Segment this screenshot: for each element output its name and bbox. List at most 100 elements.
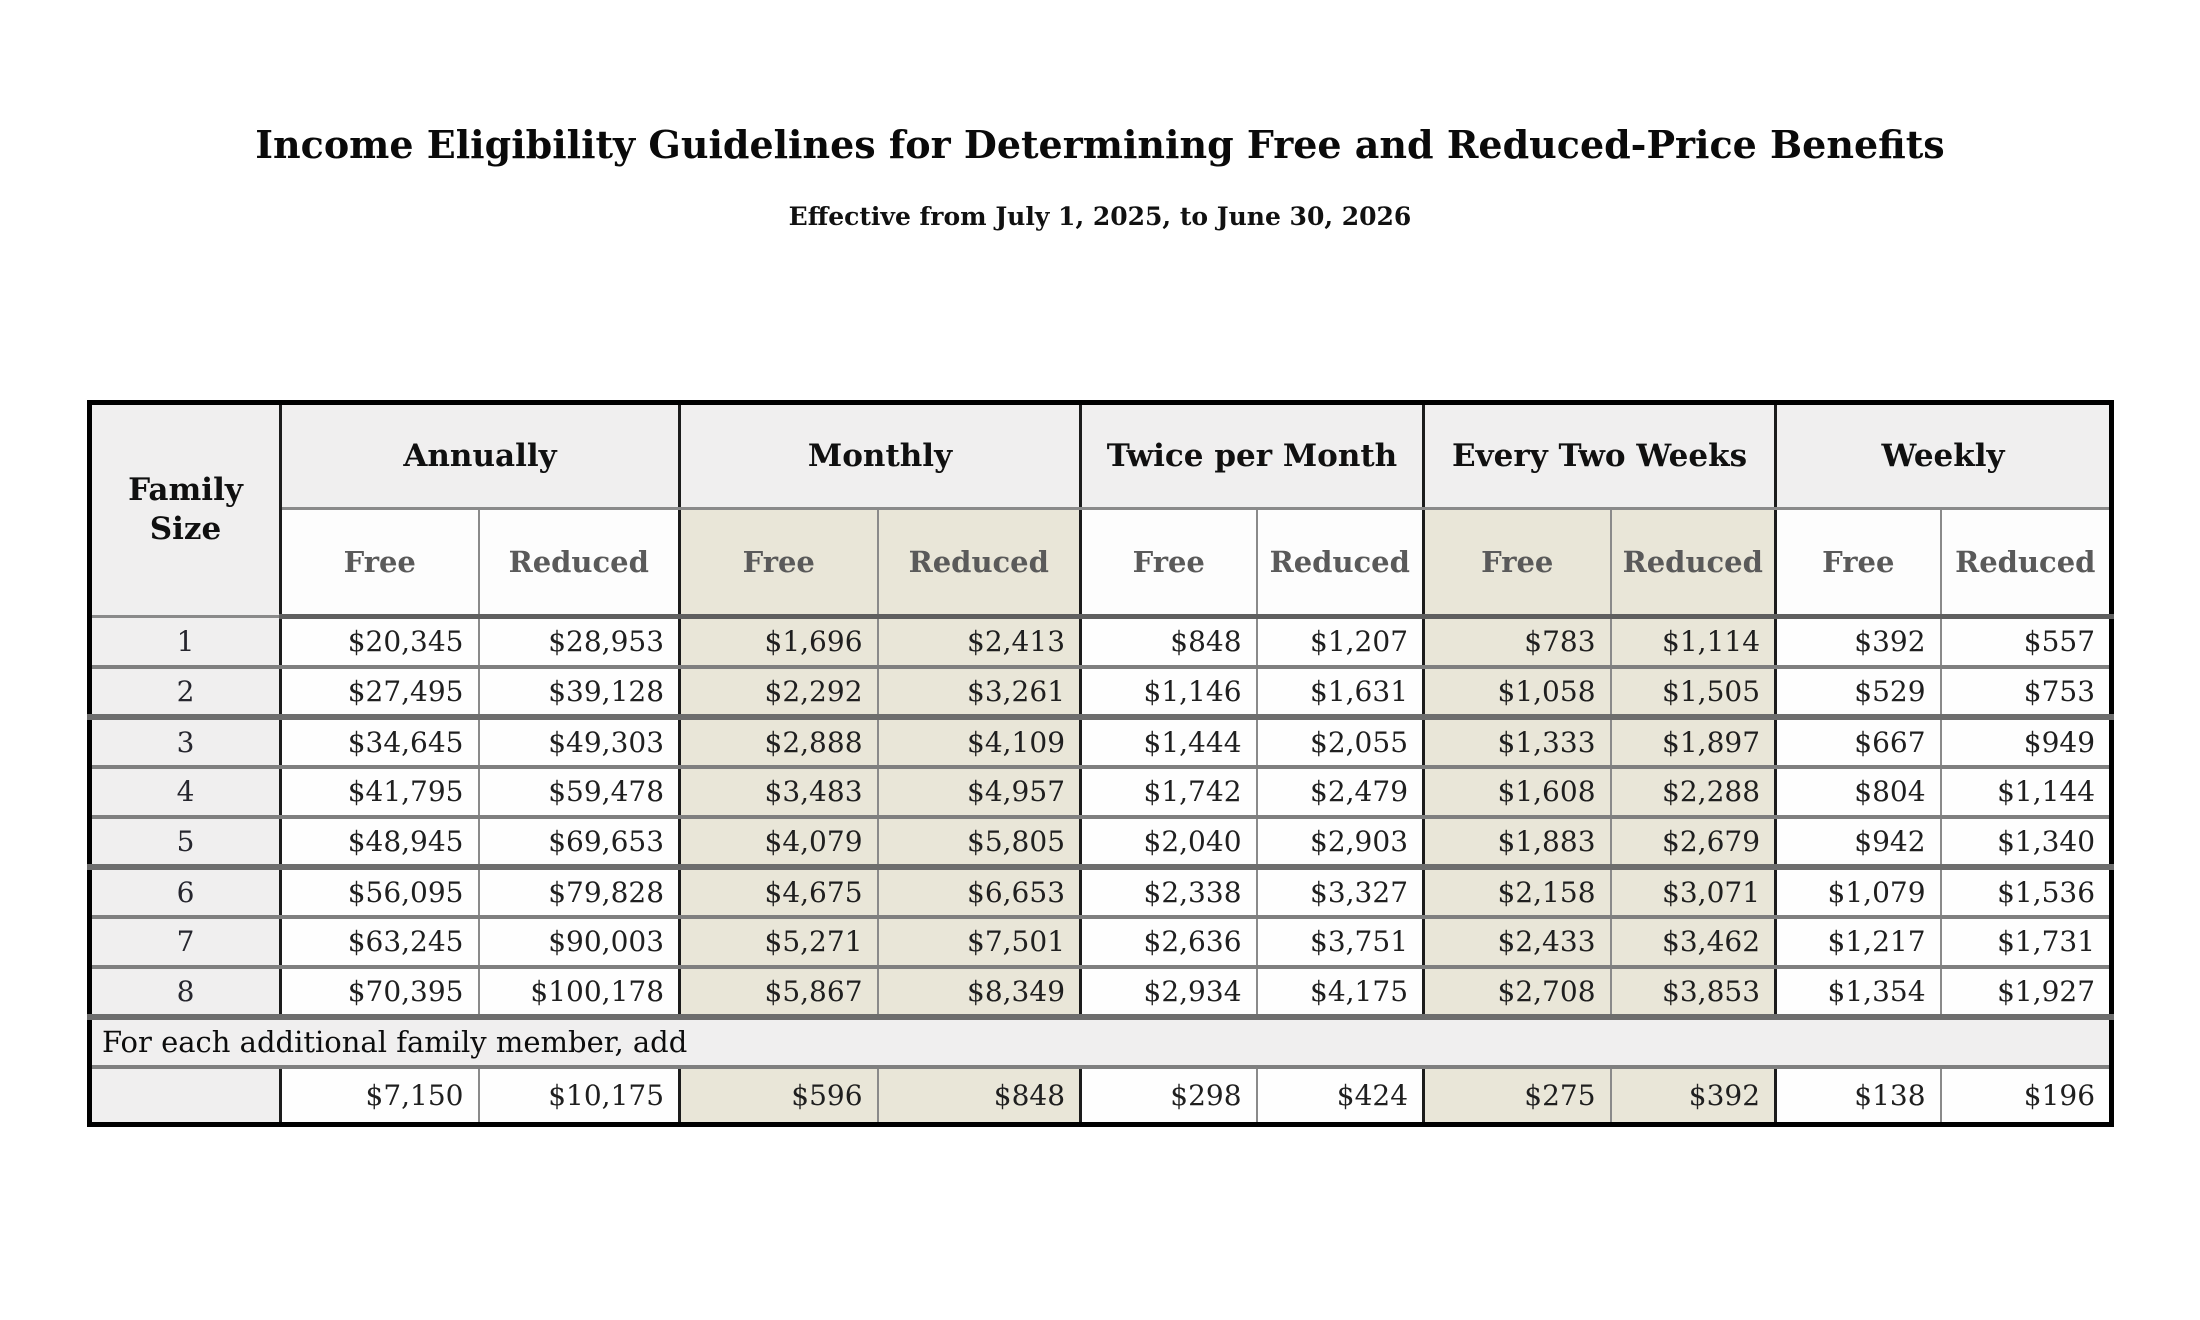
value-cell: $39,128 bbox=[477, 666, 680, 717]
value-cell: $6,653 bbox=[876, 866, 1081, 917]
value-cell: $3,483 bbox=[678, 766, 878, 817]
value-cell: $20,345 bbox=[279, 616, 479, 667]
period-header-row: Family Size Annually Monthly Twice per M… bbox=[88, 402, 2112, 618]
table-row-6: 6 $56,095 $79,828 $4,675 $6,653 $2,338 $3,327 $… bbox=[89, 866, 2112, 917]
value-cell: $27,495 bbox=[279, 666, 479, 717]
family-size-cell: 1 bbox=[89, 616, 282, 667]
value-cell: $848 bbox=[1079, 616, 1257, 667]
value-cell: $48,945 bbox=[279, 816, 479, 867]
value-cell: $2,708 bbox=[1422, 966, 1611, 1017]
value-cell: $1,608 bbox=[1422, 766, 1611, 817]
table-row-8: 8 $70,395 $100,178 $5,867 $8,349 $2,934 $4,175… bbox=[89, 966, 2112, 1017]
value-cell: $3,853 bbox=[1609, 966, 1776, 1017]
value-cell: $34,645 bbox=[279, 716, 479, 767]
subheader-monthly-free: Free bbox=[678, 508, 878, 619]
value-cell: $2,636 bbox=[1079, 916, 1257, 967]
value-cell: $4,175 bbox=[1255, 966, 1424, 1017]
value-cell: $848 bbox=[876, 1066, 1081, 1125]
value-cell: $100,178 bbox=[477, 966, 680, 1017]
value-cell: $1,217 bbox=[1774, 916, 1941, 967]
value-cell: $3,071 bbox=[1609, 866, 1776, 917]
value-cell: $5,805 bbox=[876, 816, 1081, 867]
value-cell: $1,114 bbox=[1609, 616, 1776, 667]
value-cell: $3,261 bbox=[876, 666, 1081, 717]
value-cell: $1,444 bbox=[1079, 716, 1257, 767]
eligibility-table: Family Size Annually Monthly Twice per M… bbox=[87, 400, 2115, 1127]
value-cell: $1,079 bbox=[1774, 866, 1941, 917]
value-cell: $49,303 bbox=[477, 716, 680, 767]
value-cell: $2,338 bbox=[1079, 866, 1257, 917]
subheader-etw-free: Free bbox=[1422, 508, 1611, 619]
additional-member-label: For each additional family member, add bbox=[89, 1013, 2112, 1069]
subheader-etw-reduced: Reduced bbox=[1609, 508, 1776, 619]
value-cell: $804 bbox=[1774, 766, 1941, 817]
value-cell: $56,095 bbox=[279, 866, 479, 917]
eligibility-table-container: Family Size Annually Monthly Twice per M… bbox=[87, 400, 2115, 1127]
value-cell: $2,413 bbox=[876, 616, 1081, 667]
value-cell: $1,536 bbox=[1939, 866, 2112, 917]
value-cell: $4,109 bbox=[876, 716, 1081, 767]
group-header-monthly: Monthly bbox=[678, 402, 1081, 510]
value-cell: $8,349 bbox=[876, 966, 1081, 1017]
value-cell: $529 bbox=[1774, 666, 1941, 717]
family-size-cell: 4 bbox=[89, 766, 282, 817]
value-cell: $4,079 bbox=[678, 816, 878, 867]
value-cell: $596 bbox=[678, 1066, 878, 1125]
value-cell: $424 bbox=[1255, 1066, 1424, 1125]
effective-dates: Effective from July 1, 2025, to June 30,… bbox=[788, 202, 1412, 231]
family-size-cell: 5 bbox=[89, 816, 282, 867]
value-cell: $5,867 bbox=[678, 966, 878, 1017]
subheader-weekly-reduced: Reduced bbox=[1939, 508, 2112, 619]
subheader-annually-free: Free bbox=[279, 508, 479, 619]
value-cell: $28,953 bbox=[477, 616, 680, 667]
value-cell: $90,003 bbox=[477, 916, 680, 967]
value-cell: $4,957 bbox=[876, 766, 1081, 817]
value-cell: $1,927 bbox=[1939, 966, 2112, 1017]
value-cell: $2,888 bbox=[678, 716, 878, 767]
value-cell: $1,333 bbox=[1422, 716, 1611, 767]
value-cell: $1,340 bbox=[1939, 816, 2112, 867]
value-cell: $196 bbox=[1939, 1066, 2112, 1125]
value-cell: $1,058 bbox=[1422, 666, 1611, 717]
page-title: Income Eligibility Guidelines for Determ… bbox=[255, 122, 1945, 167]
value-cell: $1,144 bbox=[1939, 766, 2112, 817]
subheader-annually-reduced: Reduced bbox=[477, 508, 680, 619]
value-cell: $7,150 bbox=[279, 1066, 479, 1125]
value-cell: $2,934 bbox=[1079, 966, 1257, 1017]
value-cell: $1,354 bbox=[1774, 966, 1941, 1017]
table-row-2: 2 $27,495 $39,128 $2,292 $3,261 $1,146 $1,631 $… bbox=[89, 666, 2112, 717]
value-cell: $41,795 bbox=[279, 766, 479, 817]
value-cell: $275 bbox=[1422, 1066, 1611, 1125]
value-cell: $2,288 bbox=[1609, 766, 1776, 817]
value-cell: $1,505 bbox=[1609, 666, 1776, 717]
value-cell: $5,271 bbox=[678, 916, 878, 967]
value-cell: $753 bbox=[1939, 666, 2112, 717]
value-cell: $4,675 bbox=[678, 866, 878, 917]
value-cell: $392 bbox=[1774, 616, 1941, 667]
family-size-cell bbox=[89, 1066, 282, 1125]
value-cell: $63,245 bbox=[279, 916, 479, 967]
family-size-cell: 6 bbox=[89, 866, 282, 917]
subheader-weekly-free: Free bbox=[1774, 508, 1941, 619]
value-cell: $1,696 bbox=[678, 616, 878, 667]
value-cell: $1,742 bbox=[1079, 766, 1257, 817]
subheader-twice-reduced: Reduced bbox=[1255, 508, 1424, 619]
family-size-cell: 2 bbox=[89, 666, 282, 717]
family-size-header: Family Size bbox=[88, 402, 282, 618]
group-header-weekly: Weekly bbox=[1774, 402, 2112, 510]
value-cell: $2,679 bbox=[1609, 816, 1776, 867]
value-cell: $2,158 bbox=[1422, 866, 1611, 917]
value-cell: $942 bbox=[1774, 816, 1941, 867]
value-cell: $2,479 bbox=[1255, 766, 1424, 817]
value-cell: $59,478 bbox=[477, 766, 680, 817]
table-row-1: 1 $20,345 $28,953 $1,696 $2,413 $848 $1,207 $78… bbox=[89, 616, 2112, 667]
value-cell: $2,040 bbox=[1079, 816, 1257, 867]
free-reduced-header-row: Free Reduced Free Reduced Free Reduced F… bbox=[90, 508, 2112, 619]
table-row-7: 7 $63,245 $90,003 $5,271 $7,501 $2,636 $3,751 $… bbox=[89, 916, 2112, 967]
family-size-cell: 7 bbox=[89, 916, 282, 967]
value-cell: $1,207 bbox=[1255, 616, 1424, 667]
value-cell: $3,751 bbox=[1255, 916, 1424, 967]
value-cell: $949 bbox=[1939, 716, 2112, 767]
value-cell: $1,731 bbox=[1939, 916, 2112, 967]
value-cell: $69,653 bbox=[477, 816, 680, 867]
